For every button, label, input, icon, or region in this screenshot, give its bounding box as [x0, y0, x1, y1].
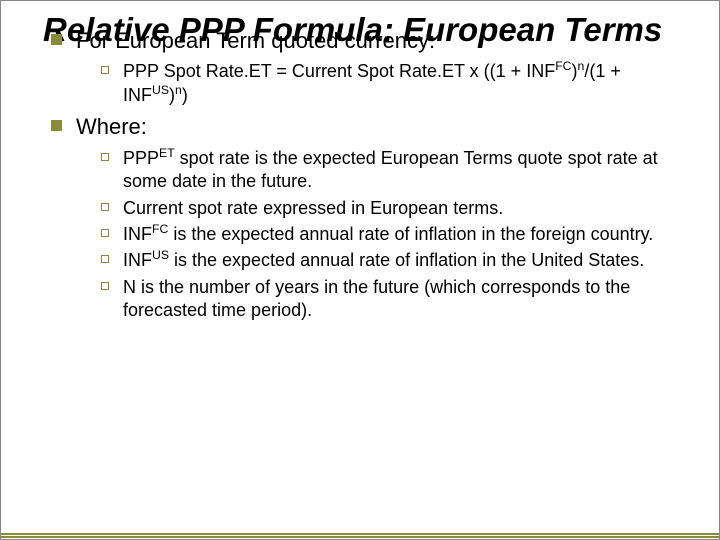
sub-item-text: Current spot rate expressed in European …	[123, 197, 503, 220]
sub-item: Current spot rate expressed in European …	[101, 197, 677, 220]
sub-item-text: N is the number of years in the future (…	[123, 276, 677, 323]
main-list: For European Term quoted currency: PPP Sp…	[43, 27, 677, 323]
sub-item: INFUS is the expected annual rate of inf…	[101, 249, 677, 272]
sub-item: N is the number of years in the future (…	[101, 276, 677, 323]
sub-item: PPP Spot Rate.ET = Current Spot Rate.ET …	[101, 60, 677, 107]
sub-item-text: INFUS is the expected annual rate of inf…	[123, 249, 644, 272]
main-item: Where:	[51, 113, 677, 141]
sub-item: PPPET spot rate is the expected European…	[101, 147, 677, 194]
sub-list: PPPET spot rate is the expected European…	[51, 147, 677, 323]
slide-container: Relative PPP Formula: European Terms For…	[0, 0, 720, 540]
sub-item-text: PPPET spot rate is the expected European…	[123, 147, 677, 194]
hollow-square-bullet-icon	[101, 229, 109, 237]
sub-item: INFFC is the expected annual rate of inf…	[101, 223, 677, 246]
hollow-square-bullet-icon	[101, 66, 109, 74]
main-item-text: Where:	[76, 113, 147, 141]
sub-item-text: INFFC is the expected annual rate of inf…	[123, 223, 653, 246]
square-bullet-icon	[51, 34, 62, 45]
hollow-square-bullet-icon	[101, 282, 109, 290]
hollow-square-bullet-icon	[101, 255, 109, 263]
hollow-square-bullet-icon	[101, 153, 109, 161]
main-item-text: For European Term quoted currency:	[76, 27, 435, 55]
square-bullet-icon	[51, 120, 62, 131]
hollow-square-bullet-icon	[101, 203, 109, 211]
sub-item-text: PPP Spot Rate.ET = Current Spot Rate.ET …	[123, 60, 677, 107]
sub-list: PPP Spot Rate.ET = Current Spot Rate.ET …	[51, 60, 677, 107]
bottom-accent-border	[1, 533, 719, 539]
